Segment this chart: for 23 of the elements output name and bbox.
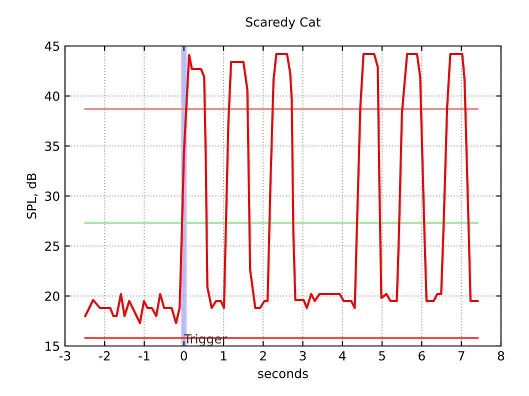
x-tick-label: 6 [418,351,425,361]
x-tick-label: 8 [498,351,504,361]
y-tick-label: 30 [45,191,60,201]
x-tick-label: -2 [99,351,110,360]
x-tick-label: 2 [260,351,266,360]
x-tick-label: 5 [379,351,385,361]
chart-title: Scaredy Cat [246,17,321,30]
x-tick-label: 1 [220,351,226,360]
x-tick-label: -1 [138,351,150,360]
line-series [84,52,479,324]
x-tick-label: 7 [458,351,464,360]
x-axis-title: seconds [258,368,308,378]
y-tick-label: 45 [44,42,60,51]
x-tick-label: 0 [180,351,188,361]
y-axis-title: SPL, dB [26,173,38,219]
x-tick-label: -3 [59,351,70,361]
y-tick-label: 20 [45,291,60,301]
y-tick-label: 15 [46,342,60,351]
y-tick-label: 35 [45,141,60,151]
y-tick-label: 40 [44,91,60,101]
x-tick-label: 4 [339,351,346,360]
y-tick-label: 25 [45,241,60,251]
x-tick-label: 3 [300,351,306,361]
